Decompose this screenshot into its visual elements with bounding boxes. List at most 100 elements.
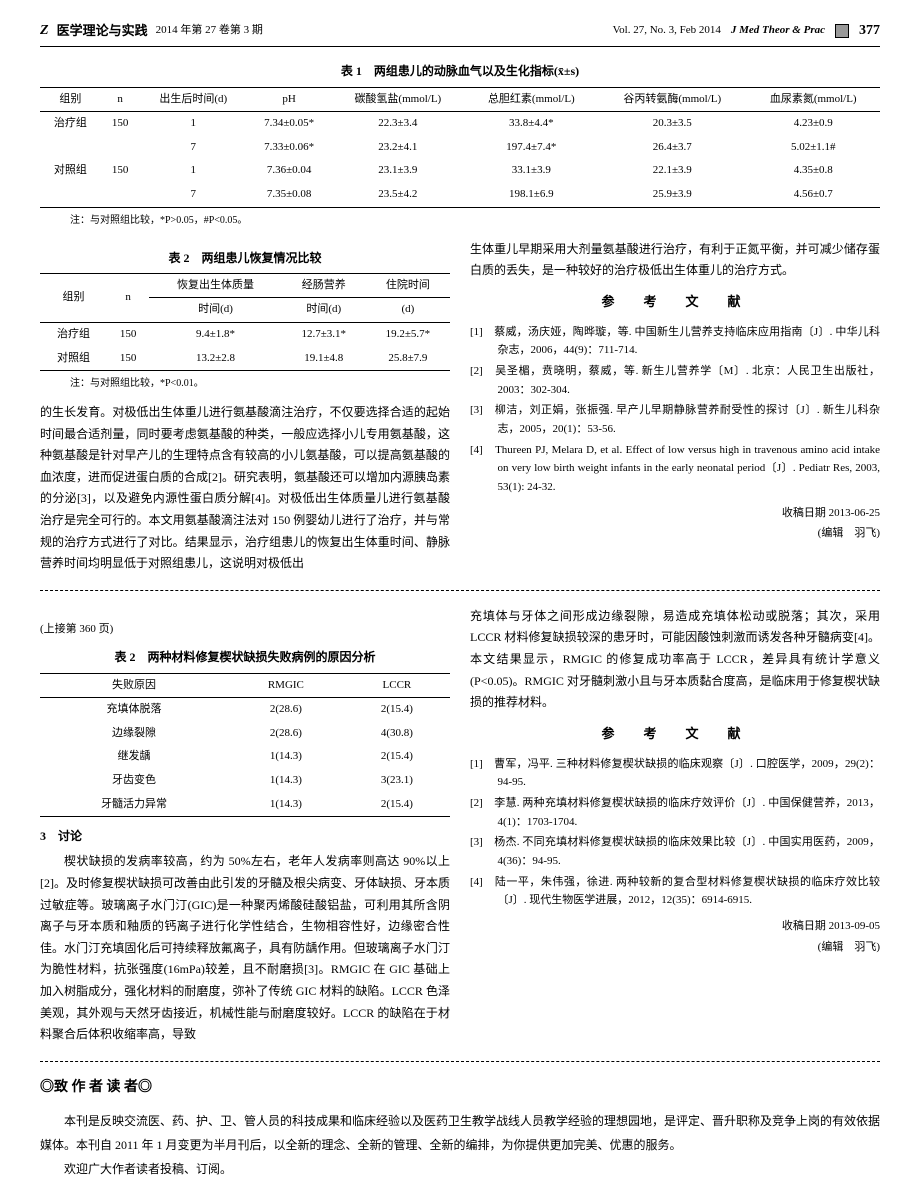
table2a-h1: n (107, 273, 149, 322)
table-cell: 对照组 (40, 347, 107, 371)
table-cell: 25.8±7.9 (366, 347, 450, 371)
table1-h1: n (101, 87, 140, 112)
table2a-h2b: 时间(d) (149, 298, 281, 323)
reference-item: [4] Thureen PJ, Melara D, et al. Effect … (470, 441, 880, 497)
table-cell: 7.36±0.04 (247, 159, 331, 183)
table-cell: 23.2±4.1 (331, 136, 465, 160)
table2b-header: 失败原因 RMGIC LCCR (40, 673, 450, 698)
table2b-h1: RMGIC (228, 673, 344, 698)
header-right: Vol. 27, No. 3, Feb 2014 J Med Theor & P… (613, 20, 880, 42)
table-cell: 198.1±6.9 (465, 183, 599, 207)
table-cell: 治疗组 (40, 322, 107, 346)
reference-item: [2] 李慧. 两种充填材料修复楔状缺损的临床疗效评价〔J〕. 中国保健营养，2… (470, 794, 880, 831)
table-cell: 2(28.6) (228, 722, 344, 746)
table-cell: 1(14.3) (228, 745, 344, 769)
icon-placeholder (835, 24, 849, 38)
table-cell: 150 (107, 322, 149, 346)
table-cell: 1(14.3) (228, 769, 344, 793)
reference-item: [2] 吴圣楣，贲晓明，蔡威，等. 新生儿营养学〔M〕. 北京：人民卫生出版社，… (470, 362, 880, 399)
reference-item: [3] 柳洁，刘正娟，张振强. 早产儿早期静脉营养耐受性的探讨〔J〕. 新生儿科… (470, 401, 880, 438)
table1: 组别 n 出生后时间(d) pH 碳酸氢盐(mmol/L) 总胆红素(mmol/… (40, 87, 880, 208)
table-cell: 4(30.8) (344, 722, 450, 746)
journal-name-en: J Med Theor & Prac (731, 22, 825, 40)
table2a-note: 注：与对照组比较，*P<0.01。 (40, 376, 450, 392)
table-cell: 19.1±4.8 (282, 347, 366, 371)
journal-name-cn: 医学理论与实践 (57, 21, 148, 42)
table1-h2: 出生后时间(d) (139, 87, 247, 112)
table-row: 边缘裂隙2(28.6)4(30.8) (40, 722, 450, 746)
table-cell: 7 (139, 136, 247, 160)
table1-title: 表 1 两组患儿的动脉血气以及生化指标(x̄±s) (40, 62, 880, 81)
table-cell: 19.2±5.7* (366, 322, 450, 346)
table-cell: 150 (107, 347, 149, 371)
table-cell: 继发龋 (40, 745, 228, 769)
table-cell: 7.34±0.05* (247, 112, 331, 136)
table-row: 继发龋1(14.3)2(15.4) (40, 745, 450, 769)
page-number: 377 (859, 20, 880, 42)
table1-h3: pH (247, 87, 331, 112)
header-left: Z 医学理论与实践 2014 年第 27 卷第 3 期 (40, 20, 263, 42)
table2b-h2: LCCR (344, 673, 450, 698)
table-row: 牙齿变色1(14.3)3(23.1) (40, 769, 450, 793)
table-cell (40, 183, 101, 207)
reference-item: [4] 陆一平，朱伟强，徐进. 两种较新的复合型材料修复楔状缺损的临床疗效比较〔… (470, 873, 880, 910)
table-cell: 牙髓活力异常 (40, 793, 228, 817)
notice-title: ◎致 作 者 读 者◎ (40, 1077, 880, 1099)
refs2-title: 参 考 文 献 (470, 724, 880, 745)
table-cell: 9.4±1.8* (149, 322, 281, 346)
table2a-h4b: (d) (366, 298, 450, 323)
table2a-h3b: 时间(d) (282, 298, 366, 323)
continuation-note: (上接第 360 页) (40, 621, 450, 639)
body2-right-p1: 充填体与牙体之间形成边缘裂隙，易造成充填体松动或脱落；其次，采用 LCCR 材料… (470, 606, 880, 714)
issue-info-en: Vol. 27, No. 3, Feb 2014 (613, 22, 721, 40)
table-cell: 22.3±3.4 (331, 112, 465, 136)
table1-note: 注：与对照组比较，*P>0.05，#P<0.05。 (40, 213, 880, 229)
table-cell: 7.33±0.06* (247, 136, 331, 160)
table1-h6: 谷丙转氨酶(mmol/L) (598, 87, 746, 112)
table-cell: 33.1±3.9 (465, 159, 599, 183)
table-cell: 20.3±3.5 (598, 112, 746, 136)
left-column-1: 表 2 两组患儿恢复情况比较 组别 n 恢复出生体质量 经肠营养 住院时间 时间… (40, 239, 450, 575)
table2a-h4: 住院时间 (366, 273, 450, 298)
table-cell: 12.7±3.1* (282, 322, 366, 346)
table-cell: 150 (101, 112, 140, 136)
table-cell: 25.9±3.9 (598, 183, 746, 207)
table-row: 对照组15017.36±0.0423.1±3.933.1±3.922.1±3.9… (40, 159, 880, 183)
table1-h7: 血尿素氮(mmol/L) (746, 87, 880, 112)
table-cell: 33.8±4.4* (465, 112, 599, 136)
logo-icon: Z (40, 20, 49, 42)
table-cell: 边缘裂隙 (40, 722, 228, 746)
table-cell: 23.1±3.9 (331, 159, 465, 183)
page-header: Z 医学理论与实践 2014 年第 27 卷第 3 期 Vol. 27, No.… (40, 20, 880, 47)
left-column-2: (上接第 360 页) 表 2 两种材料修复楔状缺损失败病例的原因分析 失败原因… (40, 606, 450, 1046)
table2a-header1: 组别 n 恢复出生体质量 经肠营养 住院时间 (40, 273, 450, 298)
table-cell: 4.35±0.8 (746, 159, 880, 183)
table2b: 失败原因 RMGIC LCCR 充填体脱落2(28.6)2(15.4)边缘裂隙2… (40, 673, 450, 818)
table-cell: 7 (139, 183, 247, 207)
table-cell: 2(28.6) (228, 698, 344, 722)
table1-h4: 碳酸氢盐(mmol/L) (331, 87, 465, 112)
table-row: 充填体脱落2(28.6)2(15.4) (40, 698, 450, 722)
refs1-title: 参 考 文 献 (470, 292, 880, 313)
refs1-date: 收稿日期 2013-06-25 (470, 505, 880, 523)
table-cell: 13.2±2.8 (149, 347, 281, 371)
table-cell: 治疗组 (40, 112, 101, 136)
table-cell (101, 183, 140, 207)
reference-item: [1] 蔡威，汤庆娅，陶晔璇，等. 中国新生儿营养支持临床应用指南〔J〕. 中华… (470, 323, 880, 360)
table-cell: 23.5±4.2 (331, 183, 465, 207)
table2b-title: 表 2 两种材料修复楔状缺损失败病例的原因分析 (40, 648, 450, 667)
reference-item: [1] 曹军，冯平. 三种材料修复楔状缺损的临床观察〔J〕. 口腔医学，2009… (470, 755, 880, 792)
table-cell: 3(23.1) (344, 769, 450, 793)
body1-p1: 的生长发育。对极低出生体重儿进行氨基酸滴注治疗，不仅要选择合适的起始时间最合适剂… (40, 402, 450, 575)
table-row: 牙髓活力异常1(14.3)2(15.4) (40, 793, 450, 817)
body1-right-p1: 生体重儿早期采用大剂量氨基酸进行治疗，有利于正氮平衡，并可减少储存蛋白质的丢失，… (470, 239, 880, 282)
table2b-h0: 失败原因 (40, 673, 228, 698)
table-cell: 2(15.4) (344, 698, 450, 722)
table-row: 77.35±0.0823.5±4.2198.1±6.925.9±3.94.56±… (40, 183, 880, 207)
reference-item: [3] 杨杰. 不同充填材料修复楔状缺损的临床效果比较〔J〕. 中国实用医药，2… (470, 833, 880, 870)
table-cell: 26.4±3.7 (598, 136, 746, 160)
section3-p1: 楔状缺损的发病率较高，约为 50%左右，老年人发病率则高达 90%以上[2]。及… (40, 851, 450, 1045)
table1-header-row: 组别 n 出生后时间(d) pH 碳酸氢盐(mmol/L) 总胆红素(mmol/… (40, 87, 880, 112)
table2a-h3: 经肠营养 (282, 273, 366, 298)
table-cell: 牙齿变色 (40, 769, 228, 793)
